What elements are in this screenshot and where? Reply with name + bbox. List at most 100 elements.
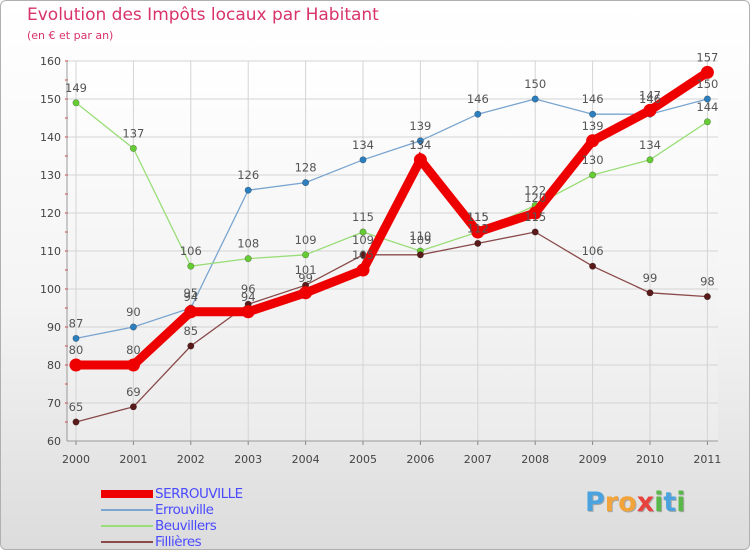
data-point-beuvillers bbox=[187, 262, 195, 270]
data-point-errouville bbox=[302, 179, 310, 187]
data-point-serrouville bbox=[471, 225, 485, 239]
data-point-errouville bbox=[359, 156, 367, 164]
data-label-errouville: 146 bbox=[467, 92, 489, 106]
x-tick-label: 2003 bbox=[234, 453, 262, 466]
logo-letter: t bbox=[663, 487, 677, 518]
data-label-serrouville: 80 bbox=[126, 343, 141, 357]
data-point-filli-res bbox=[474, 239, 482, 247]
data-label-errouville: 87 bbox=[69, 316, 84, 330]
legend-label: Beuvillers bbox=[155, 518, 217, 534]
data-label-beuvillers: 122 bbox=[524, 183, 546, 197]
x-tick-label: 2005 bbox=[349, 453, 377, 466]
data-label-serrouville: 115 bbox=[467, 210, 489, 224]
legend-swatch bbox=[101, 525, 153, 527]
data-point-errouville bbox=[474, 110, 482, 118]
y-tick-label: 160 bbox=[40, 55, 61, 68]
data-label-serrouville: 139 bbox=[582, 119, 604, 133]
data-point-errouville bbox=[416, 137, 424, 145]
chart-subtitle: (en € et par an) bbox=[27, 29, 114, 42]
data-point-serrouville bbox=[413, 153, 427, 167]
data-label-beuvillers: 144 bbox=[696, 100, 718, 114]
series-line-filli-res bbox=[75, 231, 708, 423]
data-point-beuvillers bbox=[302, 251, 310, 259]
legend-item-filli-res: Fillières bbox=[101, 534, 243, 550]
data-label-beuvillers: 115 bbox=[352, 210, 374, 224]
data-label-filli-res: 115 bbox=[524, 210, 546, 224]
data-label-serrouville: 80 bbox=[69, 343, 84, 357]
data-point-serrouville bbox=[643, 103, 657, 117]
data-label-filli-res: 96 bbox=[241, 282, 256, 296]
legend-label: Fillières bbox=[155, 534, 202, 550]
x-tick-label: 2004 bbox=[292, 453, 320, 466]
data-point-errouville bbox=[244, 186, 252, 194]
x-tick-label: 2007 bbox=[464, 453, 492, 466]
logo-letter: P bbox=[585, 487, 605, 518]
data-label-serrouville: 157 bbox=[696, 50, 718, 64]
chart-title: Evolution des Impôts locaux par Habitant bbox=[27, 5, 379, 25]
y-tick-label: 130 bbox=[40, 169, 61, 182]
legend-swatch bbox=[101, 541, 153, 543]
data-point-serrouville bbox=[184, 305, 198, 319]
data-point-filli-res bbox=[531, 228, 539, 236]
series-line-beuvillers bbox=[75, 102, 708, 267]
x-tick-label: 2011 bbox=[693, 453, 721, 466]
logo-letter: i bbox=[676, 487, 686, 518]
data-point-errouville bbox=[72, 334, 80, 342]
y-tick-label: 140 bbox=[40, 131, 61, 144]
data-label-beuvillers: 115 bbox=[467, 210, 489, 224]
data-label-beuvillers: 137 bbox=[122, 126, 144, 140]
data-label-serrouville: 94 bbox=[183, 290, 198, 304]
data-label-errouville: 146 bbox=[639, 92, 661, 106]
data-label-beuvillers: 106 bbox=[180, 244, 202, 258]
y-tick-label: 90 bbox=[47, 321, 61, 334]
data-label-filli-res: 98 bbox=[700, 275, 715, 289]
legend-item-errouville: Errouville bbox=[101, 502, 243, 518]
data-label-filli-res: 85 bbox=[183, 324, 198, 338]
data-point-beuvillers bbox=[359, 228, 367, 236]
data-point-filli-res bbox=[187, 342, 195, 350]
data-point-serrouville bbox=[356, 263, 370, 277]
data-point-errouville bbox=[589, 110, 597, 118]
data-point-filli-res bbox=[129, 403, 137, 411]
data-label-filli-res: 69 bbox=[126, 385, 141, 399]
data-label-filli-res: 109 bbox=[409, 233, 431, 247]
data-point-beuvillers bbox=[646, 156, 654, 164]
data-label-serrouville: 99 bbox=[298, 271, 313, 285]
data-label-serrouville: 94 bbox=[241, 290, 256, 304]
legend-label: SERROUVILLE bbox=[155, 486, 243, 502]
data-point-beuvillers bbox=[589, 171, 597, 179]
data-point-filli-res bbox=[646, 289, 654, 297]
x-tick-label: 2002 bbox=[177, 453, 205, 466]
y-tick-label: 70 bbox=[47, 397, 61, 410]
y-tick-label: 60 bbox=[47, 435, 61, 448]
legend-item-beuvillers: Beuvillers bbox=[101, 518, 243, 534]
data-point-filli-res bbox=[703, 293, 711, 301]
data-label-errouville: 95 bbox=[183, 286, 198, 300]
y-tick-label: 80 bbox=[47, 359, 61, 372]
logo-letter: o bbox=[618, 487, 637, 518]
data-label-beuvillers: 149 bbox=[65, 81, 87, 95]
data-point-serrouville bbox=[528, 206, 542, 220]
data-point-errouville bbox=[129, 323, 137, 331]
data-point-beuvillers bbox=[244, 255, 252, 263]
data-point-beuvillers bbox=[72, 99, 80, 107]
data-point-filli-res bbox=[416, 251, 424, 259]
data-label-errouville: 128 bbox=[295, 161, 317, 175]
data-point-errouville bbox=[531, 95, 539, 103]
data-point-serrouville bbox=[299, 286, 313, 300]
data-label-errouville: 146 bbox=[582, 92, 604, 106]
legend: SERROUVILLE Errouville Beuvillers Fillières bbox=[101, 486, 243, 550]
proxiti-logo: Proxiti bbox=[585, 487, 686, 518]
data-point-filli-res bbox=[72, 418, 80, 426]
y-tick-label: 150 bbox=[40, 93, 61, 106]
legend-label: Errouville bbox=[155, 502, 214, 518]
y-tick-label: 120 bbox=[40, 207, 61, 220]
legend-item-serrouville: SERROUVILLE bbox=[101, 486, 243, 502]
x-tick-label: 2001 bbox=[119, 453, 147, 466]
data-label-errouville: 134 bbox=[352, 138, 374, 152]
series-line-serrouville bbox=[76, 68, 710, 370]
data-label-filli-res: 109 bbox=[352, 233, 374, 247]
data-point-serrouville bbox=[126, 358, 140, 372]
